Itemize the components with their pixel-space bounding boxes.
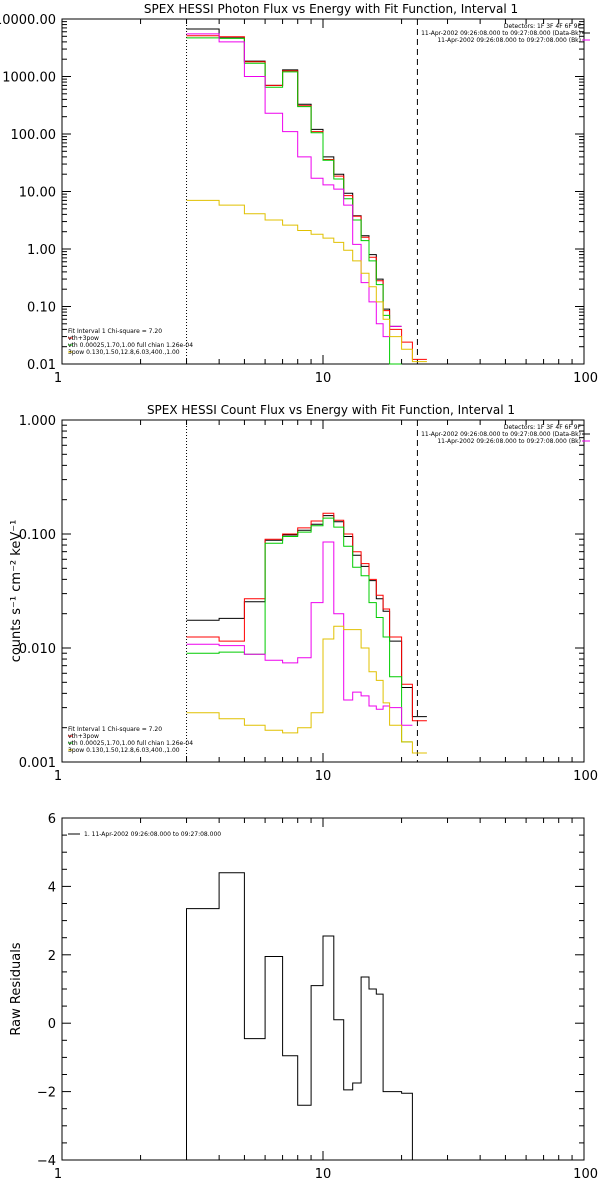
y-tick-label: 6 [48,812,56,827]
info-line: 11-Apr-2002 09:26:08.000 to 09:27:08.000… [421,431,581,438]
x-tick-label: 10 [315,769,332,784]
x-tick-label: 10 [315,1167,332,1182]
y-tick-label: 0.100 [19,528,56,543]
x-tick-label: 1 [54,1167,62,1182]
y-tick-label: 10000.00 [0,13,56,28]
x-tick-label: 100 [573,371,598,386]
x-tick-label: 10 [315,371,332,386]
series-3pow [186,625,427,754]
series-step-line [186,517,413,743]
y-tick-label: 1000.00 [2,71,56,86]
y-tick-label: 0.001 [19,756,56,771]
y-tick-label: −2 [37,1086,56,1101]
info-line: 11-Apr-2002 09:26:08.000 to 09:27:08.000… [437,438,581,445]
legend-line: 1. 11-Apr-2002 09:26:08.000 to 09:27:08.… [84,831,221,838]
series-step-line [186,33,402,338]
x-tick-label: 1 [54,371,62,386]
series-step-line [186,872,413,1160]
y-tick-label: 0.010 [19,642,56,657]
series-step-line [186,199,427,363]
series-step-line [186,35,427,360]
legend-line: Fit Interval 1 Chi-square = 7.20 [68,726,162,733]
series-bk [186,33,402,338]
plot-frame [61,18,585,365]
x-tick-label: 100 [573,769,598,784]
series-step-line [186,541,413,726]
legend-line: vth 0.00025,1.70,1.00 full chian 1.26e-0… [68,342,193,349]
series-step-line [186,625,427,754]
series-step-line [186,512,427,722]
y-tick-label: 0.01 [27,358,56,373]
info-line: Detectors: 1F 3F 4F 6F 9F [504,23,582,30]
info-line: 11-Apr-2002 09:26:08.000 to 09:27:08.000… [421,30,581,37]
y-tick-label: −4 [37,1154,56,1169]
series-residuals [186,872,413,1160]
info-line: 11-Apr-2002 09:26:08.000 to 09:27:08.000… [437,37,581,44]
series-vth-3pow [186,512,427,722]
y-tick-label: 1.00 [27,243,56,258]
series-vth-3pow [186,35,427,360]
plot-frame [61,817,585,1161]
series-vth [186,37,402,365]
legend-line: vth 0.00025,1.70,1.00 full chian 1.26e-0… [68,740,193,747]
y-axis-label: Raw Residuals [9,942,24,1035]
y-axis-label: counts s⁻¹ cm⁻² keV⁻¹ [9,520,24,663]
y-tick-label: 0.10 [27,301,56,316]
legend-line: 3pow 0.130,1.50,12.8,6.03,400.,1.00 [68,747,180,754]
legend-line: vth+3pow [68,733,99,740]
chart-title: SPEX HESSI Photon Flux vs Energy with Fi… [144,2,518,16]
info-line: Detectors: 1F 3F 4F 6F 9F [504,424,582,431]
series-data-bk [186,515,427,718]
series-3pow [186,199,427,363]
series-step-line [186,515,427,718]
chart-title: SPEX HESSI Count Flux vs Energy with Fit… [147,403,515,417]
y-tick-label: 10.00 [19,186,56,201]
x-tick-label: 100 [573,1167,598,1182]
legend-line: 3pow 0.130,1.50,12.8,6.03,400.,1.00 [68,349,180,356]
series-vth [186,517,413,743]
y-tick-label: 100.00 [11,128,57,143]
series-step-line [186,37,402,365]
series-bk [186,541,413,726]
x-tick-label: 1 [54,769,62,784]
y-tick-label: 4 [48,880,56,895]
legend-line: vth+3pow [68,335,99,342]
y-tick-label: 2 [48,949,56,964]
legend-line: Fit Interval 1 Chi-square = 7.20 [68,328,162,335]
y-tick-label: 0 [48,1017,56,1032]
y-tick-label: 1.000 [19,414,56,429]
